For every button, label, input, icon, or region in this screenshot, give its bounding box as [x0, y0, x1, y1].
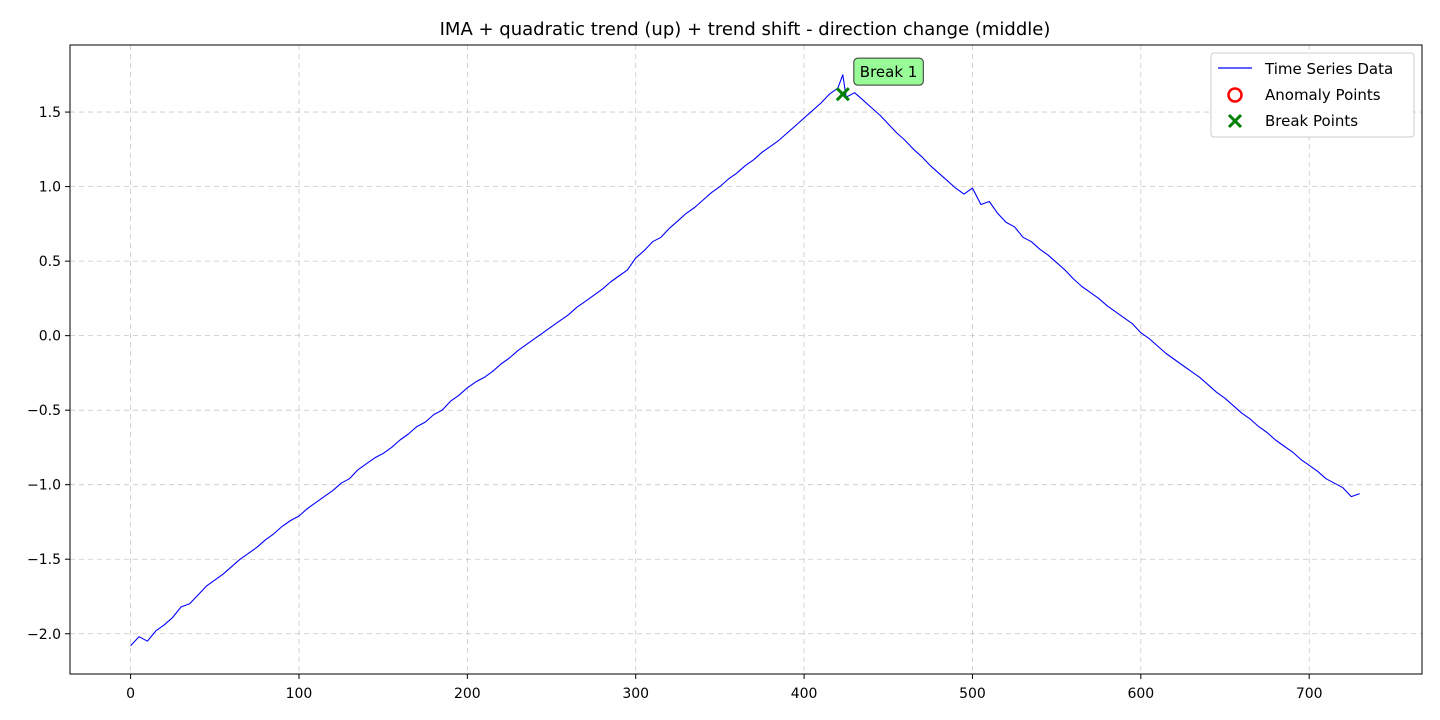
x-tick-label: 300 — [622, 686, 649, 702]
x-axis-ticks: 0 100 200 300 400 500 600 700 — [126, 674, 1323, 702]
legend-box — [1210, 52, 1415, 138]
x-tick-label: 100 — [286, 686, 313, 702]
y-tick-label: −1.0 — [27, 478, 61, 494]
x-tick-label: 400 — [791, 686, 818, 702]
legend-label-break: Break Points — [1265, 112, 1358, 130]
y-tick-label: −1.5 — [27, 552, 61, 568]
annotation-box — [853, 57, 924, 86]
anomaly-marker-icon — [1227, 87, 1243, 103]
y-tick-label: 1.5 — [39, 105, 61, 121]
break-marker-icon — [1227, 113, 1243, 129]
legend: Time Series Data Anomaly Points Break Po… — [1210, 52, 1415, 138]
x-tick-label: 500 — [959, 686, 986, 702]
break-point — [835, 87, 850, 102]
legend-label-series: Time Series Data — [1264, 60, 1393, 78]
y-tick-label: 1.0 — [39, 180, 61, 196]
series-layer — [130, 74, 1360, 647]
x-tick-label: 200 — [454, 686, 481, 702]
x-tick-label: 700 — [1296, 686, 1323, 702]
plot-frame — [69, 44, 1423, 675]
y-tick-label: 0.5 — [39, 254, 61, 270]
y-axis-ticks: −2.0 −1.5 −1.0 −0.5 0.0 0.5 1.0 1.5 — [27, 105, 70, 643]
y-tick-label: −2.0 — [27, 627, 61, 643]
annotation-label: Break 1 — [860, 63, 918, 81]
x-tick-label: 0 — [126, 686, 135, 702]
chart-title: IMA + quadratic trend (up) + trend shift… — [440, 19, 1051, 40]
grid-lines — [70, 45, 1422, 674]
y-tick-label: −0.5 — [27, 403, 61, 419]
break-annotation: Break 1 — [853, 57, 924, 86]
x-tick-label: 600 — [1127, 686, 1154, 702]
legend-label-anomaly: Anomaly Points — [1265, 86, 1381, 104]
series-line-time-series — [130, 74, 1360, 647]
annotations: Break 1 — [853, 57, 924, 86]
y-tick-label: 0.0 — [39, 329, 61, 345]
